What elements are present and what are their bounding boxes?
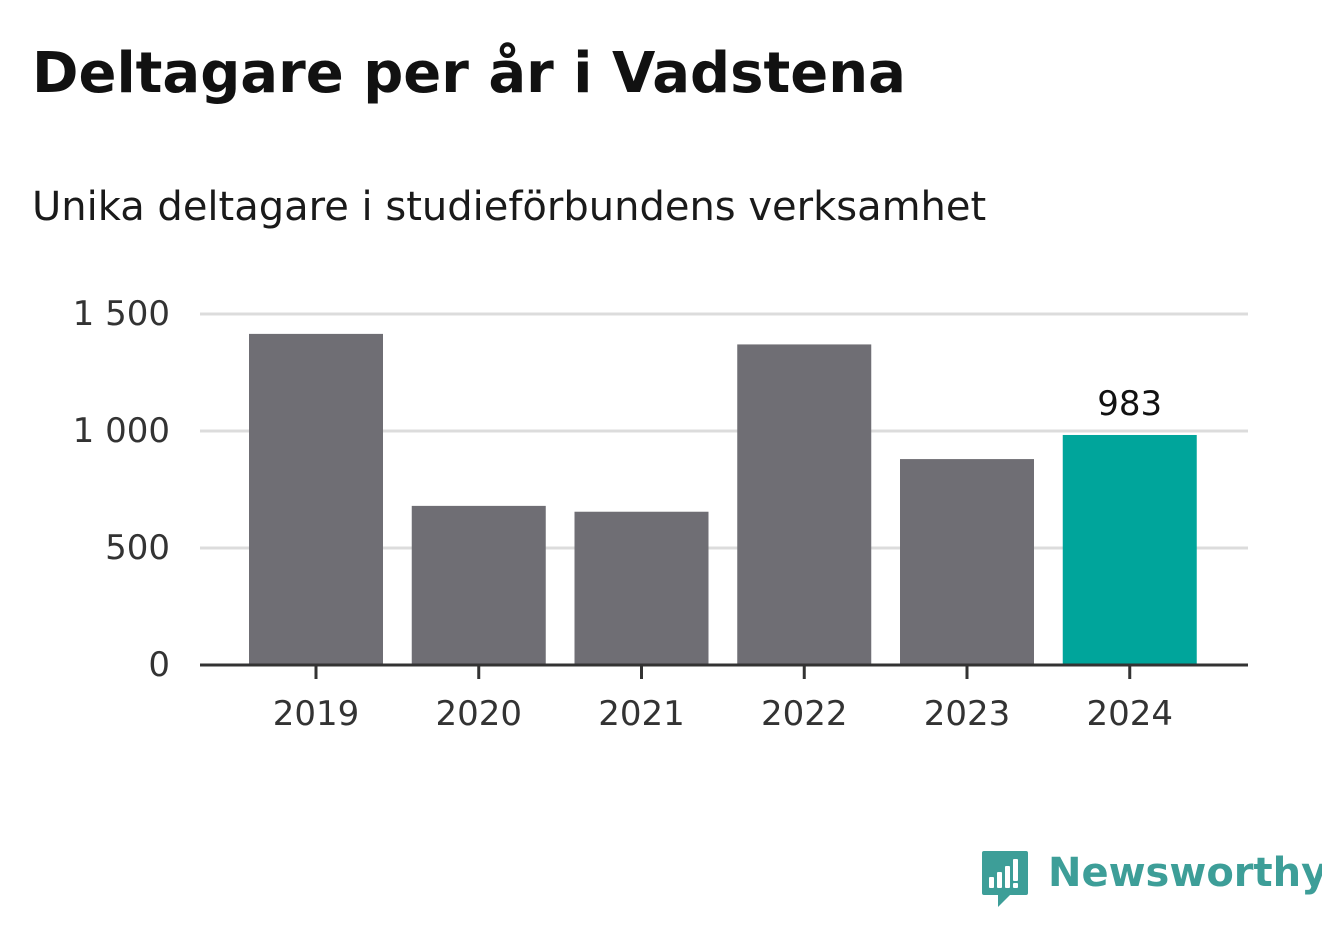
y-tick-label: 0 [148, 645, 170, 685]
x-tick-label: 2021 [598, 694, 685, 734]
bar [574, 511, 709, 665]
chart-subtitle: Unika deltagare i studieförbundens verks… [32, 184, 987, 230]
chart-title: Deltagare per år i Vadstena [32, 41, 906, 106]
x-tick-label: 2019 [273, 694, 360, 734]
y-tick-label: 1 000 [73, 411, 170, 451]
brand: Newsworthy [980, 848, 1322, 912]
x-tick-label: 2022 [761, 694, 848, 734]
bar-chart: 0 500 1 000 1 500 2019 2020 2021 2022 2023 2024 98… [73, 294, 1248, 734]
y-tick-label: 500 [105, 528, 170, 568]
bar [411, 505, 546, 665]
data-label: 983 [1097, 384, 1162, 424]
y-tick-label: 1 500 [73, 294, 170, 334]
x-tick-label: 2020 [435, 694, 522, 734]
x-tick-label: 2024 [1086, 694, 1173, 734]
x-tick-label: 2023 [924, 694, 1011, 734]
bar [249, 333, 383, 665]
brand-name: Newsworthy [1048, 850, 1322, 896]
newsworthy-logo-icon [982, 851, 1028, 907]
bar [1062, 434, 1197, 665]
bar [900, 459, 1034, 665]
bar [737, 344, 872, 665]
